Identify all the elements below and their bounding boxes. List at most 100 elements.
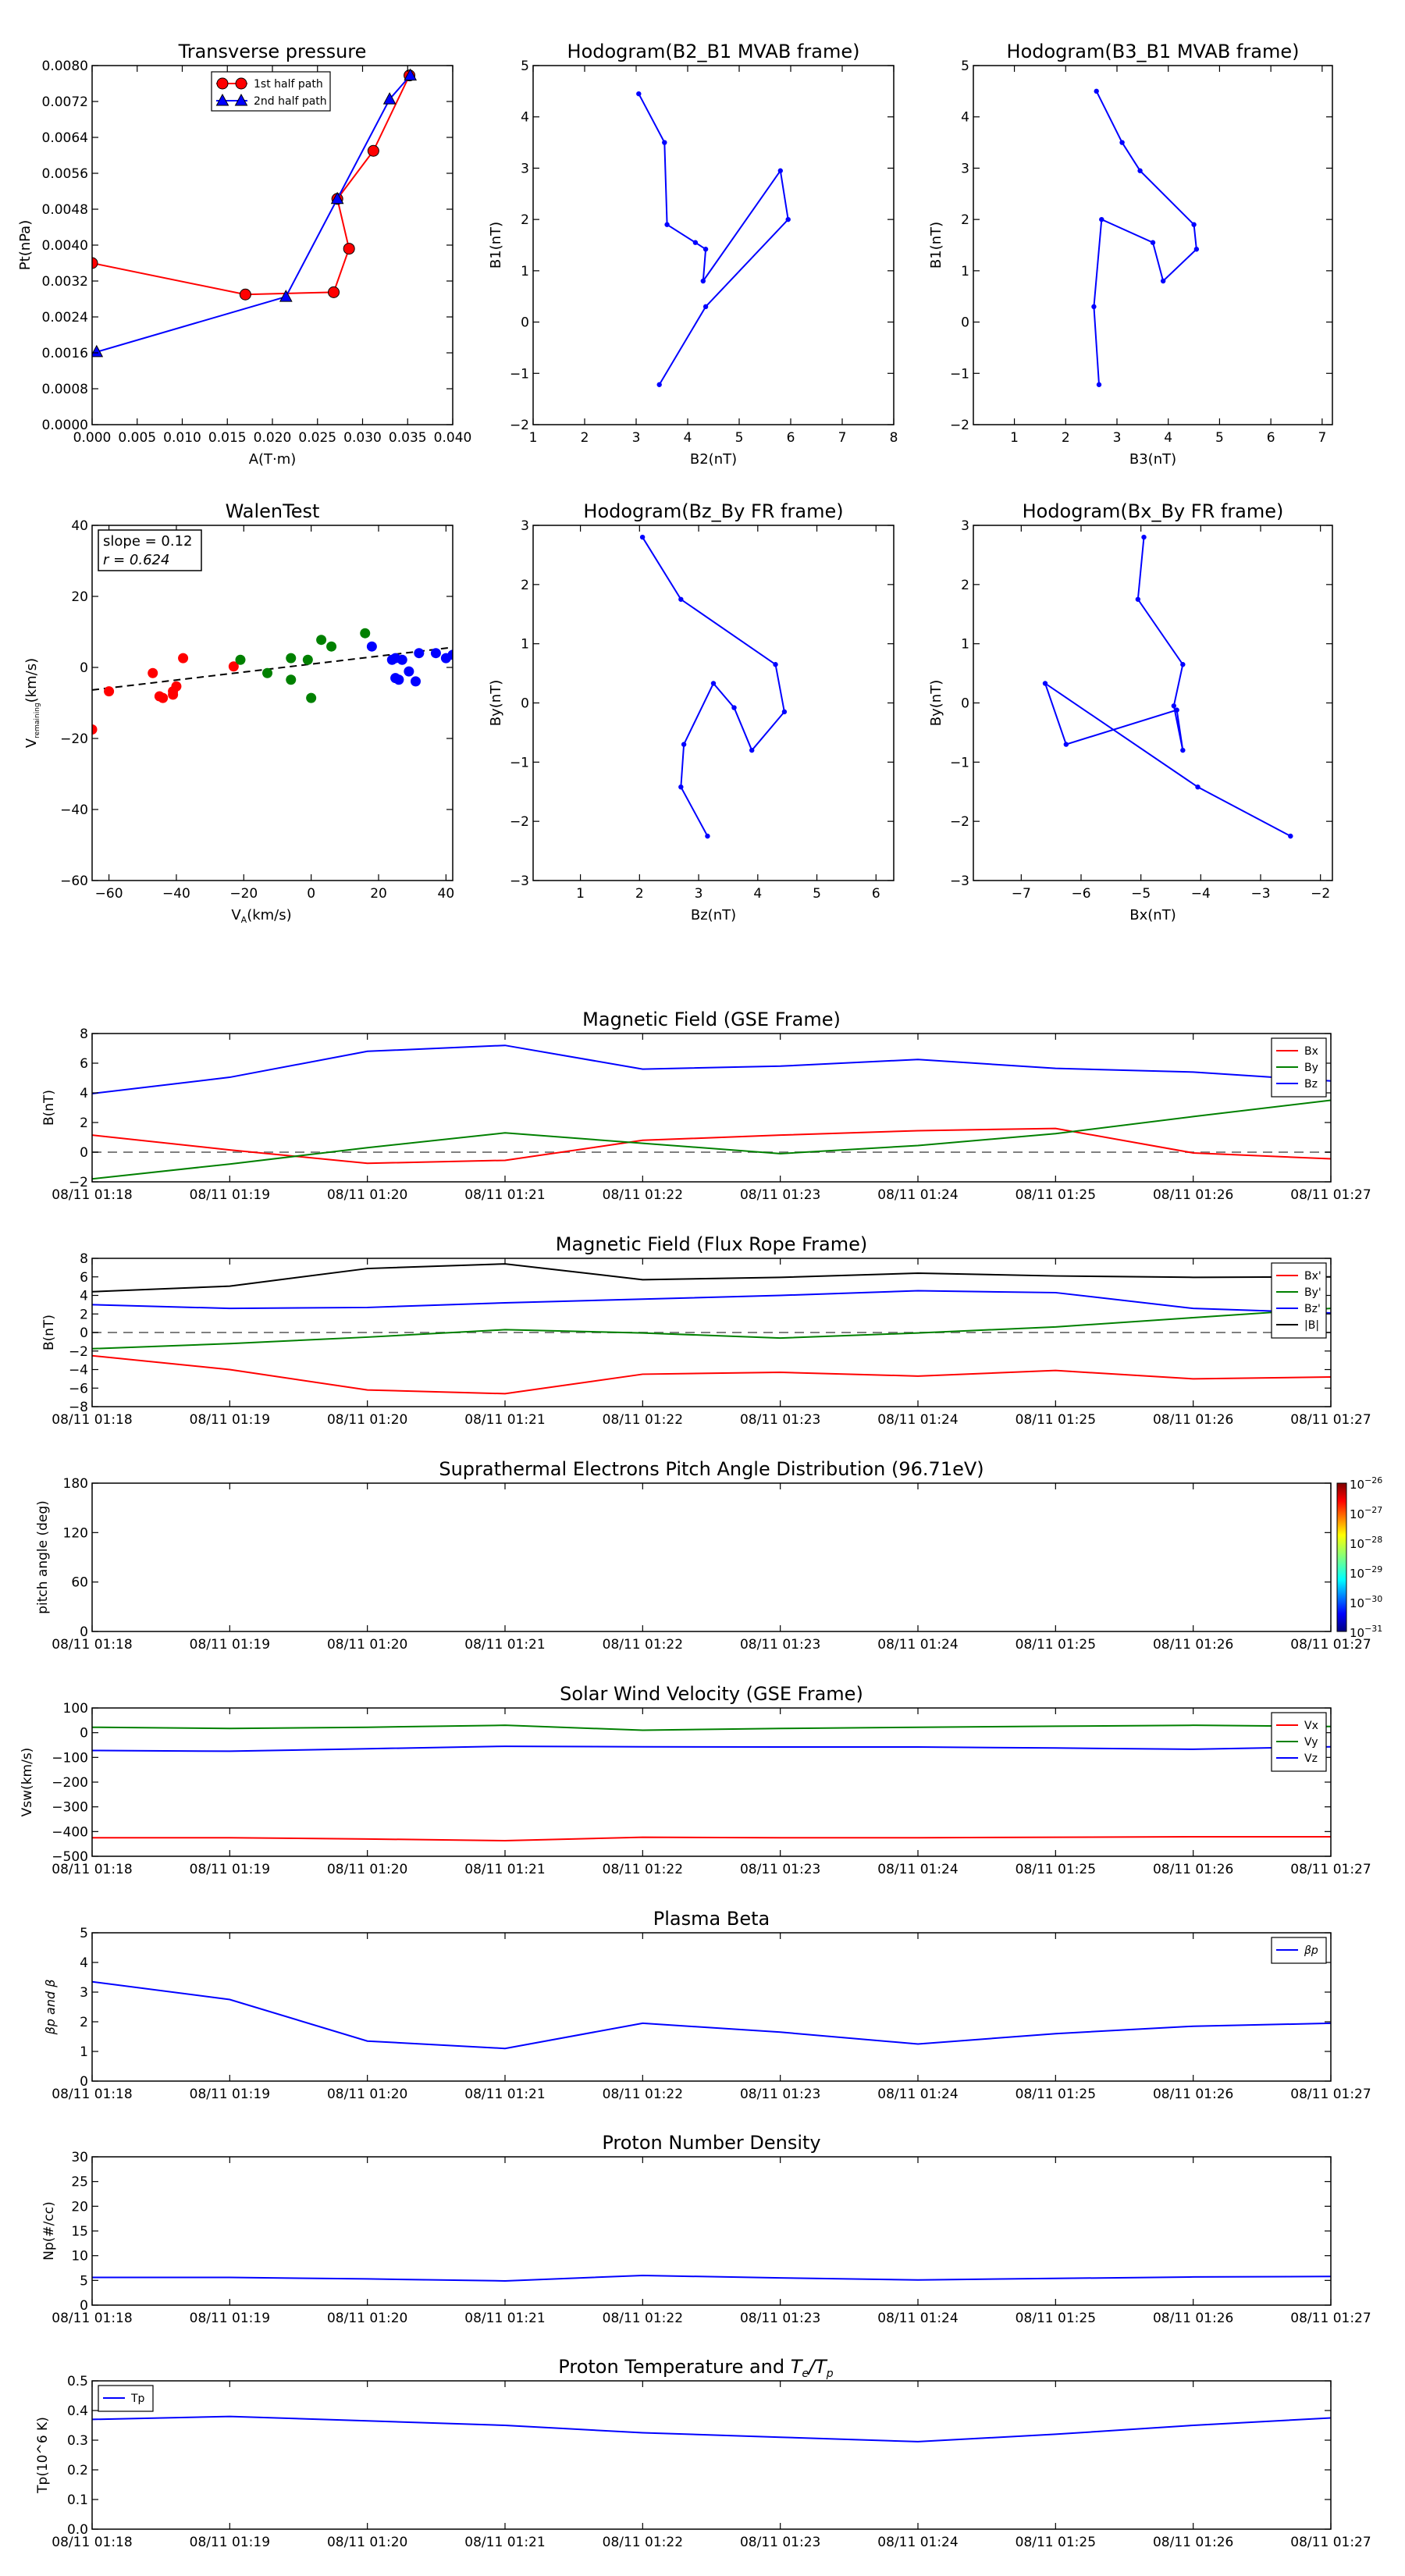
data-point bbox=[1191, 222, 1197, 227]
plot-area bbox=[636, 91, 791, 387]
y-axis-label: βp and β bbox=[43, 1980, 58, 2036]
y-tick-label: −1 bbox=[950, 366, 969, 382]
y-tick-label: −8 bbox=[69, 1400, 88, 1415]
data-point bbox=[773, 662, 778, 667]
x-axis-label: Bx(nT) bbox=[1129, 907, 1176, 923]
data-point bbox=[710, 681, 717, 686]
x-tick-label: 08/11 01:22 bbox=[603, 2311, 683, 2326]
x-tick-label: 08/11 01:23 bbox=[740, 2535, 820, 2550]
x-tick-label: 2 bbox=[1062, 430, 1070, 446]
data-point bbox=[239, 288, 251, 301]
x-tick-label: 08/11 01:22 bbox=[603, 1862, 683, 1877]
plot-area bbox=[92, 1724, 1331, 1842]
x-tick-label: 08/11 01:26 bbox=[1153, 2535, 1233, 2550]
x-tick-label: −7 bbox=[1012, 886, 1031, 902]
plot-frame bbox=[91, 1707, 1332, 1857]
data-point bbox=[326, 641, 337, 652]
y-tick-label: −2 bbox=[69, 1175, 88, 1190]
y-tick-label: 3 bbox=[961, 518, 969, 534]
y-tick-label: 3 bbox=[80, 1985, 88, 2001]
x-tick-label: 4 bbox=[684, 430, 692, 446]
data-point bbox=[328, 286, 340, 298]
chart-title: Plasma Beta bbox=[653, 1908, 770, 1930]
data-point bbox=[705, 833, 710, 839]
x-tick-label: 5 bbox=[813, 886, 821, 902]
x-tick-label: 08/11 01:18 bbox=[52, 2311, 132, 2326]
data-point bbox=[681, 742, 687, 747]
y-tick-label: 100 bbox=[63, 1701, 88, 1717]
x-tick-label: 3 bbox=[1113, 430, 1122, 446]
x-tick-label: 08/11 01:27 bbox=[1290, 1637, 1371, 1653]
series-line bbox=[92, 1099, 1331, 1180]
y-tick-label: 5 bbox=[80, 2273, 88, 2289]
legend-label: Vx bbox=[1304, 1720, 1318, 1732]
chart-title: Proton Number Density bbox=[602, 2132, 820, 2154]
x-tick-label: 6 bbox=[872, 886, 880, 902]
y-tick-label: 0.0080 bbox=[42, 59, 88, 74]
data-point bbox=[749, 747, 755, 753]
y-tick-label: 4 bbox=[80, 1289, 88, 1304]
x-tick-label: −60 bbox=[95, 886, 123, 902]
x-tick-label: 08/11 01:22 bbox=[603, 1187, 683, 1203]
data-point bbox=[636, 91, 642, 97]
chart-h4: Hodogram(Bx_By FR frame) −7 −6 −5 −4 −3 −2 −3 −2… bbox=[928, 500, 1333, 923]
y-tick-label: 2 bbox=[961, 212, 969, 228]
y-tick-label: 4 bbox=[521, 110, 529, 126]
y-axis-label: Vremaining(km/s) bbox=[23, 658, 41, 748]
data-point bbox=[1195, 784, 1200, 790]
x-tick-label: 08/11 01:26 bbox=[1153, 1862, 1233, 1877]
series-line bbox=[1044, 537, 1291, 838]
data-point bbox=[1174, 707, 1179, 713]
x-tick-label: 08/11 01:19 bbox=[190, 1862, 270, 1877]
data-point bbox=[316, 635, 327, 646]
y-tick-label: 0 bbox=[80, 1624, 88, 1640]
y-axis-label: By(nT) bbox=[488, 680, 504, 726]
x-tick-label: 08/11 01:26 bbox=[1153, 1187, 1233, 1203]
y-tick-label: 60 bbox=[71, 1575, 88, 1591]
y-tick-label: 0 bbox=[80, 1145, 88, 1161]
x-tick-label: 20 bbox=[370, 886, 387, 902]
y-tick-label: −1 bbox=[510, 755, 529, 770]
chart-title: WalenTest bbox=[226, 500, 320, 522]
series-line bbox=[96, 74, 411, 353]
data-point bbox=[262, 667, 273, 678]
chart-np: Proton Number Density 08/11 01:18 08/11 01… bbox=[41, 2132, 1371, 2326]
x-tick-label: 1 bbox=[576, 886, 585, 902]
data-point bbox=[286, 653, 297, 664]
plot-frame bbox=[91, 1482, 1332, 1632]
x-tick-label: 08/11 01:18 bbox=[52, 1412, 132, 1428]
legend bbox=[211, 71, 331, 112]
x-tick-label: 08/11 01:26 bbox=[1153, 1412, 1233, 1428]
y-axis-label: Vsw(km/s) bbox=[20, 1748, 35, 1817]
x-tick-label: 0.030 bbox=[343, 430, 382, 446]
plot-area bbox=[92, 1263, 1331, 1395]
x-tick-label: 08/11 01:21 bbox=[464, 1412, 545, 1428]
x-tick-label: 6 bbox=[1267, 430, 1275, 446]
x-tick-label: 08/11 01:19 bbox=[190, 1412, 270, 1428]
data-point bbox=[1042, 681, 1048, 686]
series-line bbox=[92, 2415, 1331, 2443]
x-tick-label: −20 bbox=[229, 886, 258, 902]
chart-title: Transverse pressure bbox=[178, 41, 367, 62]
series-line bbox=[92, 1044, 1331, 1094]
y-tick-label: −1 bbox=[950, 755, 969, 770]
data-point bbox=[702, 304, 709, 310]
y-tick-label: 3 bbox=[521, 161, 529, 176]
data-point bbox=[430, 648, 441, 659]
x-tick-label: 4 bbox=[1164, 430, 1172, 446]
data-point bbox=[367, 144, 379, 157]
x-tick-label: 08/11 01:24 bbox=[877, 2311, 958, 2326]
plot-area bbox=[1091, 88, 1200, 387]
y-tick-label: 0.1 bbox=[67, 2492, 88, 2508]
y-tick-label: −300 bbox=[52, 1800, 88, 1816]
x-tick-label: 08/11 01:25 bbox=[1016, 1637, 1096, 1653]
x-tick-label: 08/11 01:27 bbox=[1290, 2311, 1371, 2326]
x-tick-label: 2 bbox=[581, 430, 589, 446]
y-tick-label: −3 bbox=[950, 873, 969, 889]
y-tick-label: 0 bbox=[521, 696, 529, 712]
data-point bbox=[1135, 596, 1141, 602]
legend-label: Bz bbox=[1304, 1078, 1318, 1091]
x-tick-label: 08/11 01:21 bbox=[464, 1187, 545, 1203]
data-point bbox=[639, 534, 646, 540]
plot-frame bbox=[532, 525, 895, 881]
